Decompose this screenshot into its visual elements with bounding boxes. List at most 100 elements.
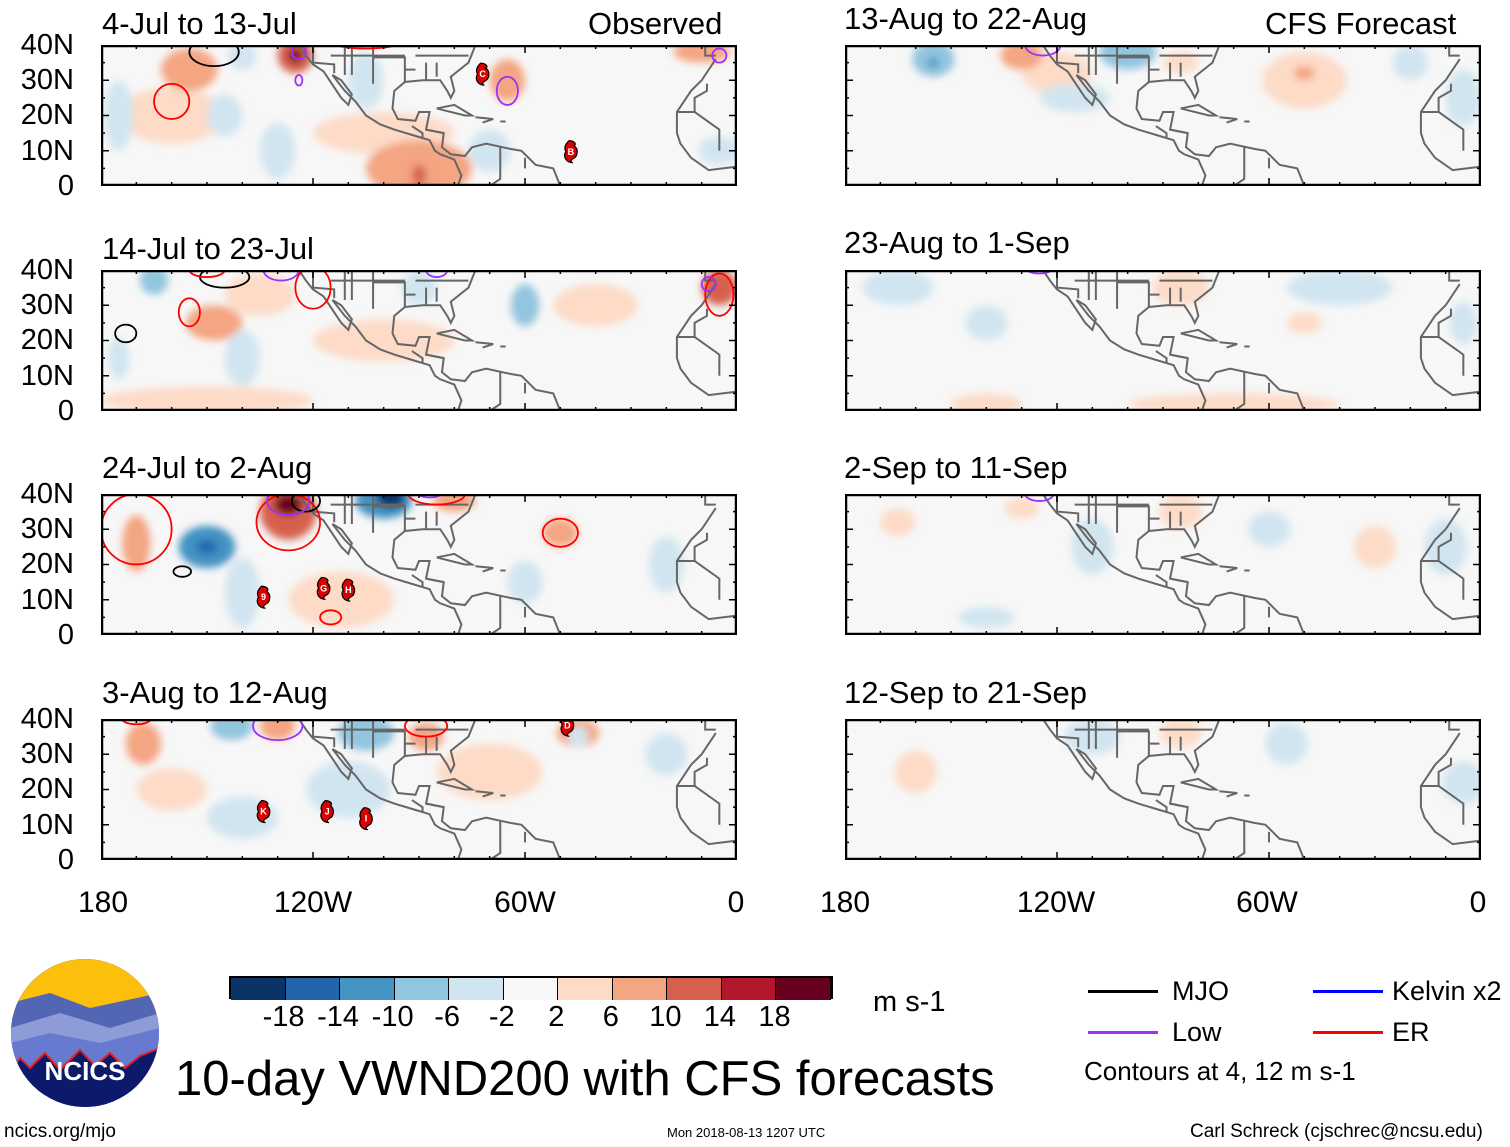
coastline	[1420, 308, 1452, 338]
anomaly-shading	[698, 136, 737, 165]
tropical-cyclone-icon: B	[564, 140, 578, 164]
coastline	[425, 128, 444, 135]
anomaly-shading	[894, 750, 937, 793]
anomaly-shading	[1004, 497, 1040, 519]
coastline	[1042, 45, 1207, 186]
coastline	[1448, 270, 1460, 282]
lat-label: 30N	[20, 513, 74, 546]
coastline	[1155, 125, 1168, 139]
coastline	[704, 270, 716, 282]
coastline	[694, 560, 721, 600]
coastline	[1155, 574, 1168, 588]
anomaly-shading	[436, 743, 543, 801]
anomaly-shading	[161, 48, 218, 91]
coastline	[1169, 353, 1188, 360]
coastline	[1419, 58, 1481, 172]
coastlines	[1042, 45, 1481, 186]
low-contour	[262, 270, 300, 282]
forecast-label: CFS Forecast	[1265, 6, 1457, 41]
coastline	[1169, 128, 1188, 135]
coastline	[489, 147, 502, 186]
low-contour	[294, 74, 304, 87]
panel-title: 24-Jul to 2-Aug	[102, 450, 313, 485]
anomaly-shading	[1071, 518, 1114, 576]
anomaly-shading	[210, 719, 253, 741]
storm-label: G	[320, 583, 327, 593]
panel-title: 3-Aug to 12-Aug	[102, 675, 328, 710]
anomaly-shading	[108, 337, 130, 380]
panel-title: 2-Sep to 11-Sep	[844, 450, 1068, 485]
coastline	[1233, 596, 1246, 635]
coastlines	[1042, 270, 1481, 411]
coastline	[1042, 270, 1207, 411]
colorbar-swatch	[394, 978, 450, 1000]
anomaly-shading	[1039, 83, 1110, 112]
anomaly-shading	[542, 518, 578, 547]
anomaly-shading	[880, 508, 916, 537]
er-contour	[188, 270, 226, 278]
coastlines	[298, 719, 737, 860]
coastline	[1135, 45, 1306, 186]
ncics-logo: NCICS	[10, 958, 160, 1108]
anomaly-field	[880, 494, 1467, 628]
coastline	[675, 507, 737, 621]
coastline	[312, 494, 336, 523]
panel-title: 12-Sep to 21-Sep	[844, 675, 1088, 710]
coastlines	[298, 494, 737, 635]
coastlines	[1042, 494, 1481, 635]
coastline	[298, 494, 463, 635]
anomaly-shading	[228, 45, 257, 70]
map-panel-observed-2	[101, 270, 737, 411]
anomaly-shading	[928, 57, 939, 68]
anomaly-shading	[862, 270, 934, 306]
low-contour	[495, 75, 519, 106]
coastline	[704, 719, 716, 731]
storm-label: B	[568, 147, 575, 157]
anomaly-shading	[1127, 393, 1340, 411]
colorbar-label: -18	[262, 1001, 305, 1033]
er-contour	[319, 609, 343, 626]
anomaly-shading	[951, 393, 1022, 411]
coastline	[1219, 565, 1238, 573]
legend-er-label: ER	[1392, 1017, 1430, 1047]
coastline	[312, 270, 336, 299]
footer-author: Carl Schreck (cjschrec@ncsu.edu)	[1190, 1121, 1483, 1142]
low-contour	[425, 270, 449, 278]
lat-label: 20N	[20, 99, 74, 132]
anomaly-shading	[288, 571, 395, 628]
colorbar-swatch	[776, 978, 831, 1000]
coastline	[675, 58, 737, 172]
storm-label: K	[260, 807, 267, 817]
footer-url[interactable]: ncics.org/mjo	[4, 1121, 116, 1142]
coastline	[411, 574, 424, 588]
anomaly-shading	[101, 386, 313, 411]
lat-label: 20N	[20, 773, 74, 806]
coastline	[436, 328, 476, 342]
legend-mjo-label: MJO	[1172, 976, 1229, 1006]
coastline	[1169, 577, 1188, 584]
colorbar-swatch	[667, 978, 722, 1000]
anomaly-shading	[207, 94, 243, 137]
coastline	[1233, 147, 1246, 186]
coastline	[1155, 799, 1168, 813]
anomaly-shading	[122, 515, 151, 572]
legend-er-line	[1313, 1031, 1383, 1034]
anomaly-shading	[701, 270, 737, 306]
mjo-contour	[188, 45, 240, 68]
coastline	[391, 270, 562, 411]
panel-title: 13-Aug to 22-Aug	[844, 1, 1088, 36]
coastline	[676, 83, 708, 113]
anomaly-shading	[1000, 45, 1043, 70]
coastline	[436, 103, 476, 117]
anomaly-shading	[1247, 511, 1291, 547]
coastline	[694, 785, 721, 825]
anomaly-shading	[1163, 52, 1199, 74]
coastline	[1438, 336, 1465, 376]
anomaly-shading	[1392, 45, 1428, 81]
colorbar-label: -14	[317, 1001, 360, 1033]
coastline	[1180, 103, 1220, 117]
coastline	[675, 732, 737, 846]
low-contour	[700, 276, 717, 293]
coastline	[1117, 281, 1160, 296]
colorbar-swatch	[721, 978, 777, 1000]
